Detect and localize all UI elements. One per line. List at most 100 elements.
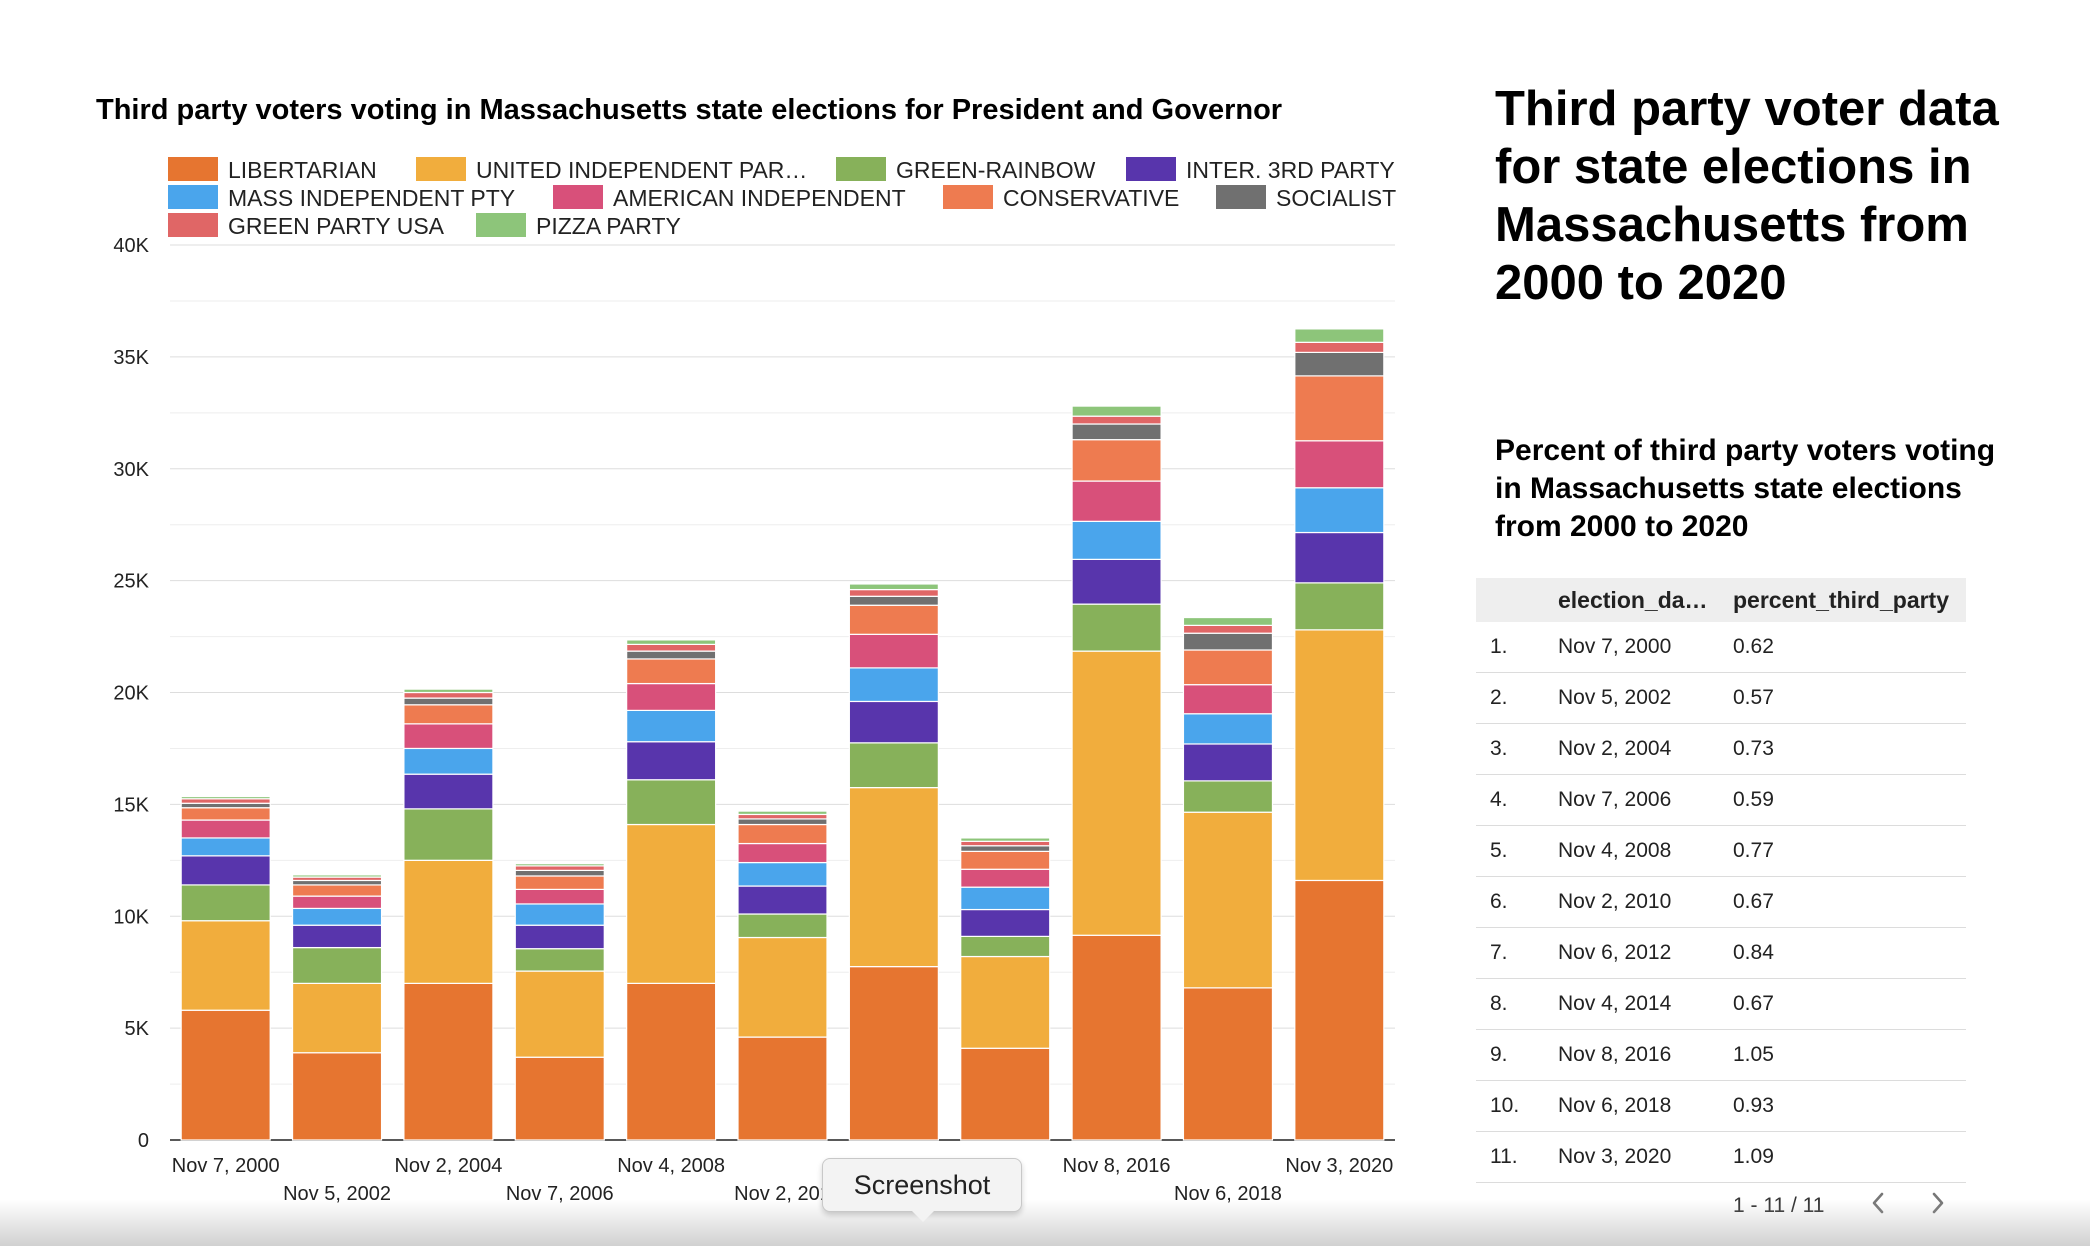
bar-segment[interactable] — [848, 588, 939, 597]
bar-segment[interactable] — [848, 786, 939, 968]
bar-segment[interactable] — [626, 639, 717, 645]
bar-segment[interactable] — [626, 741, 717, 781]
bar-segment[interactable] — [1182, 811, 1274, 989]
bar-segment[interactable] — [737, 936, 828, 1038]
bar-segment[interactable] — [848, 604, 939, 635]
bar-segment[interactable] — [737, 885, 828, 915]
bar-segment[interactable] — [291, 879, 383, 886]
bar-segment[interactable] — [737, 810, 828, 816]
bar-segment[interactable] — [960, 908, 1051, 937]
bar-segment[interactable] — [1071, 415, 1162, 425]
bar-segment[interactable] — [960, 935, 1051, 958]
bar-segment[interactable] — [1294, 582, 1385, 631]
bar-segment[interactable] — [848, 667, 939, 703]
bar-segment[interactable] — [848, 583, 939, 591]
bar-segment[interactable] — [1071, 480, 1162, 522]
bar-segment[interactable] — [180, 798, 271, 804]
bar-segment[interactable] — [403, 688, 494, 694]
bar-segment[interactable] — [514, 903, 605, 926]
bar-segment[interactable] — [291, 946, 383, 984]
bar-segment[interactable] — [1182, 649, 1274, 686]
legend-label[interactable]: INTER. 3RD PARTY — [1186, 157, 1395, 183]
bar-segment[interactable] — [1294, 531, 1385, 584]
bar-segment[interactable] — [403, 808, 494, 861]
bar-segment[interactable] — [960, 886, 1051, 911]
bar-segment[interactable] — [848, 965, 939, 1141]
bar-segment[interactable] — [403, 982, 494, 1141]
bar-segment[interactable] — [514, 970, 605, 1058]
bar-segment[interactable] — [1071, 558, 1162, 605]
bar-segment[interactable] — [626, 682, 717, 711]
bar-segment[interactable] — [180, 795, 271, 800]
bar-segment[interactable] — [403, 859, 494, 984]
legend-label[interactable]: AMERICAN INDEPENDENT — [613, 185, 906, 211]
legend-label[interactable]: GREEN PARTY USA — [228, 213, 445, 239]
bar-segment[interactable] — [1182, 780, 1274, 813]
bar-segment[interactable] — [737, 813, 828, 820]
bar-segment[interactable] — [960, 868, 1051, 888]
bar-segment[interactable] — [1182, 616, 1274, 626]
legend-label[interactable]: MASS INDEPENDENT PTY — [228, 185, 515, 211]
legend-label[interactable]: CONSERVATIVE — [1003, 185, 1179, 211]
bar-segment[interactable] — [1294, 341, 1385, 353]
bar-segment[interactable] — [1294, 879, 1385, 1141]
bar-segment[interactable] — [626, 982, 717, 1141]
bar-segment[interactable] — [1182, 632, 1274, 651]
bar-segment[interactable] — [737, 1036, 828, 1141]
bar-segment[interactable] — [514, 865, 605, 871]
bar-segment[interactable] — [848, 633, 939, 669]
bar-segment[interactable] — [848, 700, 939, 744]
bar-segment[interactable] — [403, 723, 494, 750]
bar-segment[interactable] — [1294, 328, 1385, 343]
bar-segment[interactable] — [180, 837, 271, 857]
bar-segment[interactable] — [403, 773, 494, 810]
bar-segment[interactable] — [1294, 375, 1385, 442]
bar-segment[interactable] — [1294, 487, 1385, 534]
bar-segment[interactable] — [960, 850, 1051, 870]
bar-segment[interactable] — [1294, 629, 1385, 882]
bar-segment[interactable] — [737, 842, 828, 864]
bar-segment[interactable] — [180, 807, 271, 821]
bar-segment[interactable] — [1182, 684, 1274, 715]
bar-segment[interactable] — [1182, 987, 1274, 1141]
bar-segment[interactable] — [626, 658, 717, 685]
bar-segment[interactable] — [960, 837, 1051, 842]
legend-label[interactable]: LIBERTARIAN — [228, 157, 377, 183]
bar-segment[interactable] — [514, 869, 605, 877]
bar-segment[interactable] — [848, 742, 939, 789]
bar-segment[interactable] — [1071, 405, 1162, 417]
bar-segment[interactable] — [737, 818, 828, 826]
bar-segment[interactable] — [626, 709, 717, 743]
bar-segment[interactable] — [403, 747, 494, 775]
bar-segment[interactable] — [1071, 423, 1162, 441]
bar-segment[interactable] — [1182, 713, 1274, 745]
bar-segment[interactable] — [291, 982, 383, 1054]
bar-segment[interactable] — [960, 1047, 1051, 1141]
bar-segment[interactable] — [291, 874, 383, 878]
bar-segment[interactable] — [291, 1052, 383, 1141]
legend-label[interactable]: UNITED INDEPENDENT PAR… — [476, 157, 807, 183]
bar-segment[interactable] — [737, 913, 828, 939]
bar-segment[interactable] — [1182, 743, 1274, 782]
legend-label[interactable]: GREEN-RAINBOW — [896, 157, 1096, 183]
bar-segment[interactable] — [514, 863, 605, 867]
header-election-date[interactable]: election_da… — [1558, 586, 1708, 613]
bar-segment[interactable] — [626, 779, 717, 826]
bar-segment[interactable] — [1071, 520, 1162, 560]
bar-segment[interactable] — [291, 924, 383, 949]
bar-segment[interactable] — [848, 595, 939, 606]
bar-segment[interactable] — [180, 819, 271, 839]
bar-segment[interactable] — [626, 650, 717, 660]
bar-segment[interactable] — [1071, 650, 1162, 936]
bar-segment[interactable] — [737, 823, 828, 845]
bar-segment[interactable] — [180, 1009, 271, 1141]
legend-label[interactable]: PIZZA PARTY — [536, 213, 681, 239]
bar-segment[interactable] — [291, 907, 383, 926]
bar-segment[interactable] — [514, 924, 605, 950]
bar-segment[interactable] — [403, 704, 494, 725]
bar-segment[interactable] — [1071, 603, 1162, 652]
bar-segment[interactable] — [1071, 934, 1162, 1141]
bar-segment[interactable] — [514, 1056, 605, 1141]
bar-segment[interactable] — [626, 823, 717, 984]
legend-label[interactable]: SOCIALIST — [1276, 185, 1396, 211]
